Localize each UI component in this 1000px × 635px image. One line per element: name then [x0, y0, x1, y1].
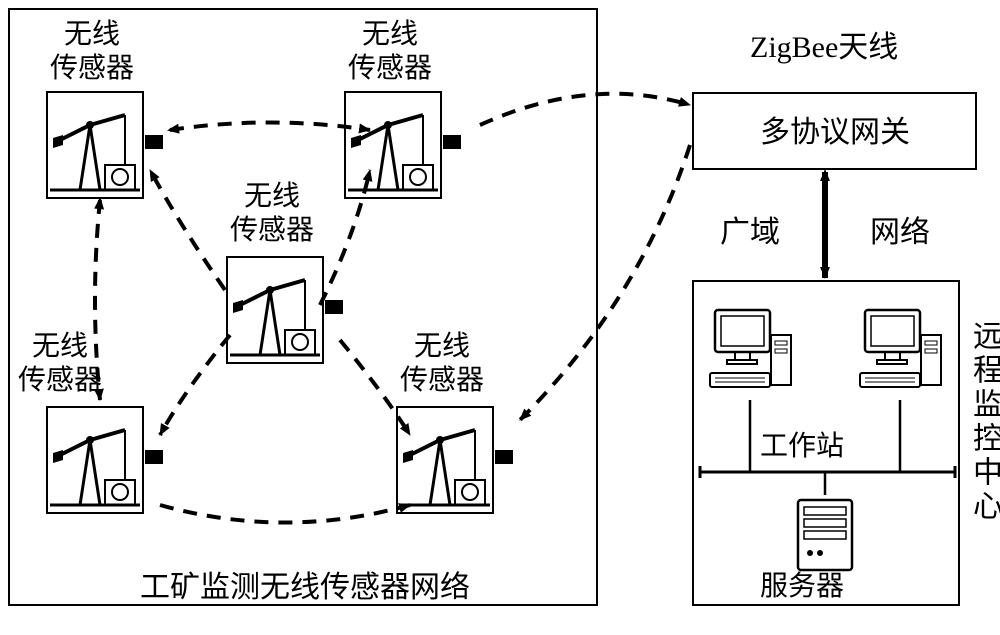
sensor-5-label: 无线 传感器 — [400, 330, 484, 397]
pumpjack-icon-4 — [45, 405, 165, 515]
workstation-icon-1 — [705, 305, 795, 395]
pumpjack-icon-5 — [395, 405, 515, 515]
pumpjack-icon-2 — [343, 90, 463, 200]
sensor-3-label: 无线 传感器 — [230, 180, 314, 247]
server-icon — [790, 490, 860, 580]
sensor-4-label: 无线 传感器 — [18, 330, 102, 397]
gateway-label: 多协议网关 — [760, 115, 910, 151]
monitor-center-label: 远程监控中心 — [962, 320, 1000, 524]
workstation-label: 工作站 — [760, 430, 844, 464]
sensor-2-label: 无线 传感器 — [348, 18, 432, 85]
wan-left-label: 广域 — [720, 215, 780, 251]
wan-right-label: 网络 — [870, 215, 930, 251]
pumpjack-icon-1 — [45, 90, 165, 200]
network-caption: 工矿监测无线传感器网络 — [140, 570, 470, 606]
zigbee-label: ZigBee天线 — [750, 30, 898, 66]
sensor-1-label: 无线 传感器 — [50, 18, 134, 85]
workstation-icon-2 — [855, 305, 945, 395]
pumpjack-icon-3 — [225, 255, 345, 365]
